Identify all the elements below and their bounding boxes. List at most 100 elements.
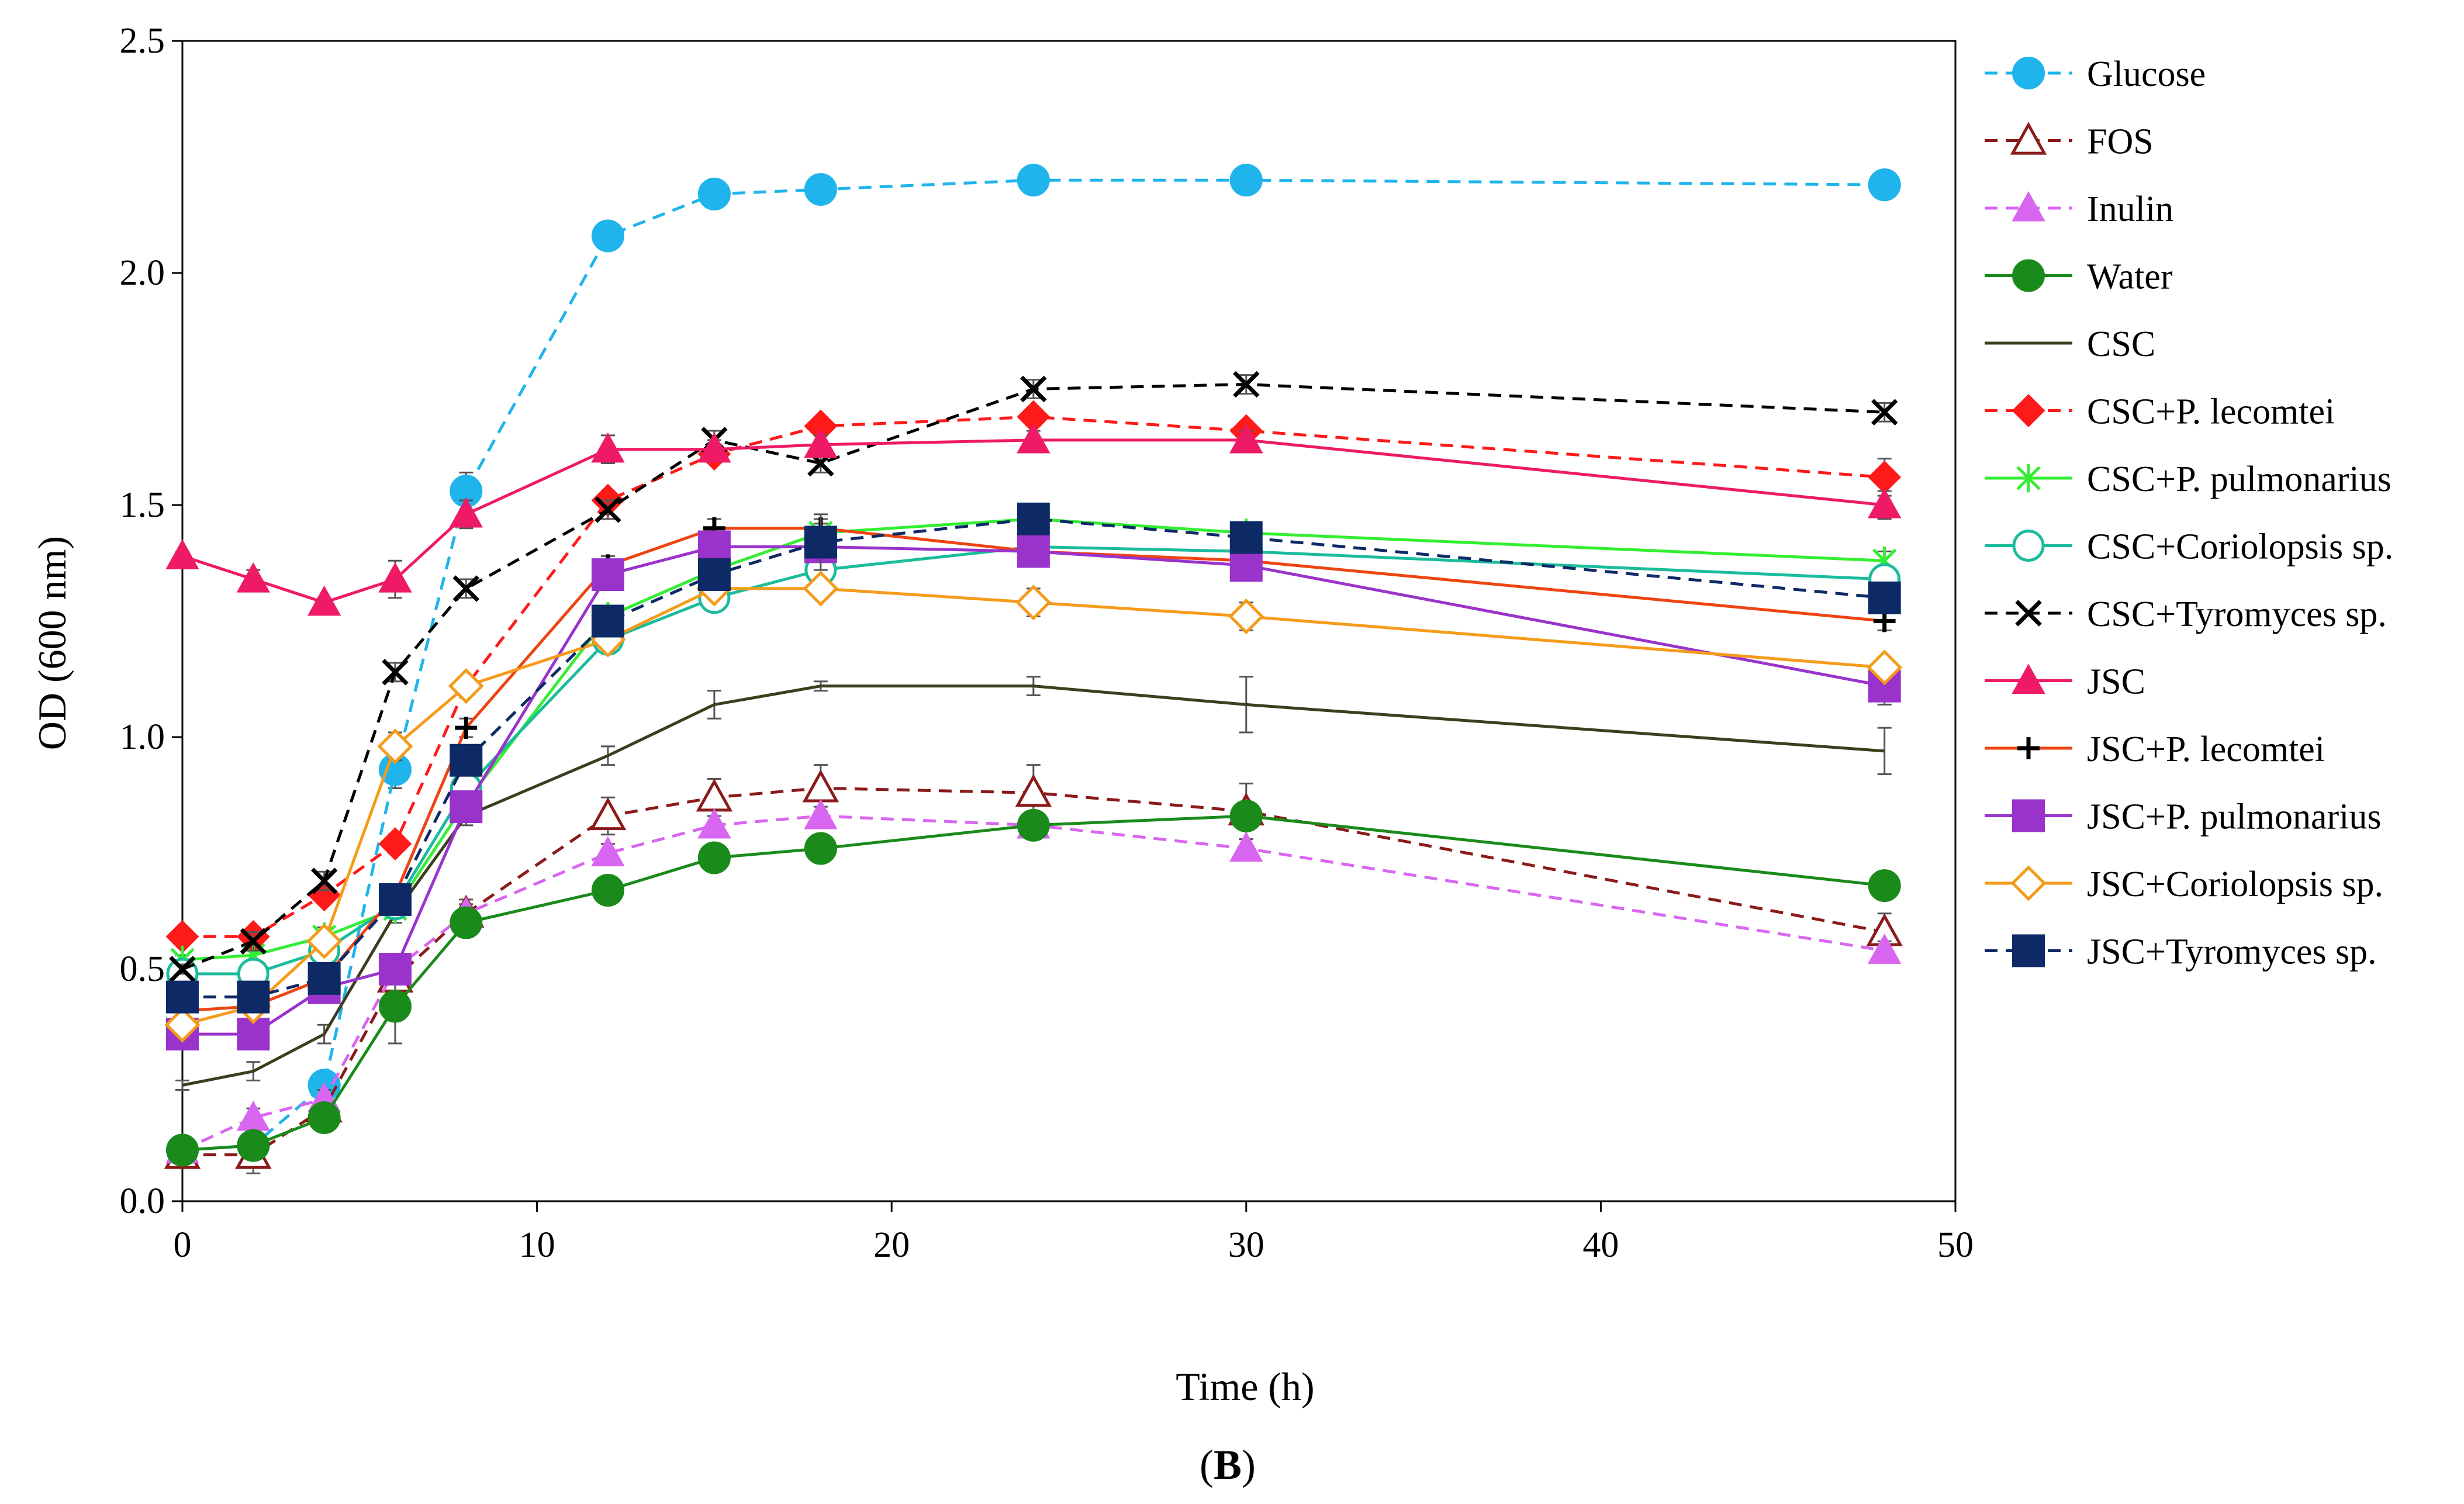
data-point <box>310 867 338 894</box>
x-tick-label: 30 <box>1228 1225 1264 1265</box>
data-point <box>803 571 839 607</box>
legend-item-8: CSC+Tyromyces sp. <box>1985 594 2387 634</box>
data-point <box>1228 599 1264 635</box>
data-point <box>1868 581 1901 614</box>
x-tick-label: 40 <box>1582 1225 1619 1265</box>
data-point <box>378 883 412 916</box>
data-point <box>697 178 731 211</box>
legend-label: JSC+P. lecomtei <box>2087 729 2325 769</box>
data-point <box>1867 487 1902 518</box>
data-point <box>1229 521 1263 554</box>
series-line <box>182 814 1885 1152</box>
legend-item-2: Inulin <box>1985 189 2173 229</box>
legend-swatch-marker <box>2012 934 2045 967</box>
legend-item-0: Glucose <box>1985 54 2206 94</box>
data-point <box>697 558 731 592</box>
legend-item-7: CSC+Coriolopsis sp. <box>1985 527 2393 567</box>
series-line <box>182 684 1885 1087</box>
legend-item-9: JSC <box>1985 662 2145 702</box>
data-point <box>1229 549 1263 582</box>
data-point <box>696 779 733 812</box>
legend-item-13: JSC+Tyromyces sp. <box>1985 932 2377 972</box>
series-9 <box>165 423 1902 616</box>
legend-swatch-marker <box>2012 394 2045 427</box>
data-point <box>1229 831 1263 862</box>
plot-layer: 0.0 0.5 1.0 1.5 2.0 2.5 0 10 20 30 40 50 <box>120 21 1974 1265</box>
data-point <box>378 953 412 986</box>
legend-label: CSC+P. lecomtei <box>2087 392 2335 432</box>
data-point <box>1017 502 1050 535</box>
data-point <box>166 980 199 1014</box>
legend-swatch-marker <box>2012 799 2045 832</box>
legend-label: Glucose <box>2087 54 2206 94</box>
data-point <box>378 562 412 593</box>
series-line <box>181 814 1885 1152</box>
data-point <box>591 836 625 867</box>
data-point <box>804 798 838 829</box>
y-tick-label: 2.0 <box>120 253 165 293</box>
data-point <box>802 769 839 803</box>
data-point <box>697 841 731 874</box>
data-point <box>591 558 624 592</box>
data-point <box>804 832 837 865</box>
legend-label: CSC+Tyromyces sp. <box>2087 594 2387 634</box>
legend-swatch-marker <box>2012 259 2045 292</box>
legend-item-11: JSC+P. pulmonarius <box>1985 797 2382 837</box>
data-point <box>449 497 483 528</box>
panel-label-open: ( <box>1200 1441 1214 1488</box>
data-point <box>378 990 412 1023</box>
data-point <box>1229 164 1263 197</box>
data-point <box>804 427 838 458</box>
data-point <box>450 744 483 777</box>
legend-swatch-marker <box>2015 600 2042 627</box>
legend-item-12: JSC+Coriolopsis sp. <box>1985 865 2383 904</box>
data-point <box>450 790 483 824</box>
legend-swatch-marker <box>2016 464 2041 493</box>
legend-swatch-marker <box>2017 737 2040 759</box>
legend-swatch-marker <box>2012 530 2045 562</box>
data-point <box>697 432 731 463</box>
data-point <box>378 827 412 861</box>
data-point <box>237 1129 270 1162</box>
data-point <box>595 496 621 523</box>
data-point <box>1871 399 1898 426</box>
x-tick-label: 50 <box>1937 1225 1974 1265</box>
legend-label: CSC+P. pulmonarius <box>2087 459 2392 499</box>
series-8 <box>169 371 1898 983</box>
legend-swatch-marker <box>2010 122 2047 155</box>
data-point <box>1015 774 1052 807</box>
legend-item-1: FOS <box>1985 122 2154 162</box>
legend-item-4: CSC <box>1985 324 2155 364</box>
data-point <box>452 575 480 602</box>
data-point <box>448 668 484 704</box>
series-12 <box>164 571 1903 1043</box>
data-point <box>1017 808 1050 842</box>
legend-swatch-marker <box>2012 57 2045 89</box>
x-tick-label: 0 <box>174 1225 192 1265</box>
data-point <box>307 1101 341 1135</box>
data-point <box>306 923 343 959</box>
legend-label: JSC+P. pulmonarius <box>2087 797 2382 837</box>
legend-label: CSC+Coriolopsis sp. <box>2087 527 2393 567</box>
legend-label: JSC+Tyromyces sp. <box>2087 932 2377 972</box>
legend-label: Inulin <box>2087 189 2173 229</box>
legend-label: JSC+Coriolopsis sp. <box>2087 865 2383 904</box>
series-0-errorbars <box>175 170 1892 1156</box>
data-point <box>589 797 627 831</box>
legend-item-3: Water <box>1985 257 2173 297</box>
data-point <box>1229 799 1263 832</box>
y-tick-label: 0.5 <box>120 949 165 989</box>
legend-swatch-marker <box>2012 663 2045 694</box>
y-tick-label: 1.5 <box>120 485 165 525</box>
data-point <box>1017 164 1050 197</box>
series-0 <box>166 164 1901 1167</box>
data-point <box>591 432 625 463</box>
series-13-errorbars <box>175 504 1892 1003</box>
data-point <box>804 173 837 206</box>
data-point <box>1868 168 1901 202</box>
series-line <box>182 517 1885 999</box>
data-point <box>236 562 271 593</box>
legend: Glucose FOS Inulin Water CSC CSC+P. lecomtei C… <box>1985 54 2393 972</box>
data-point <box>164 1007 201 1043</box>
data-point <box>1867 649 1903 686</box>
